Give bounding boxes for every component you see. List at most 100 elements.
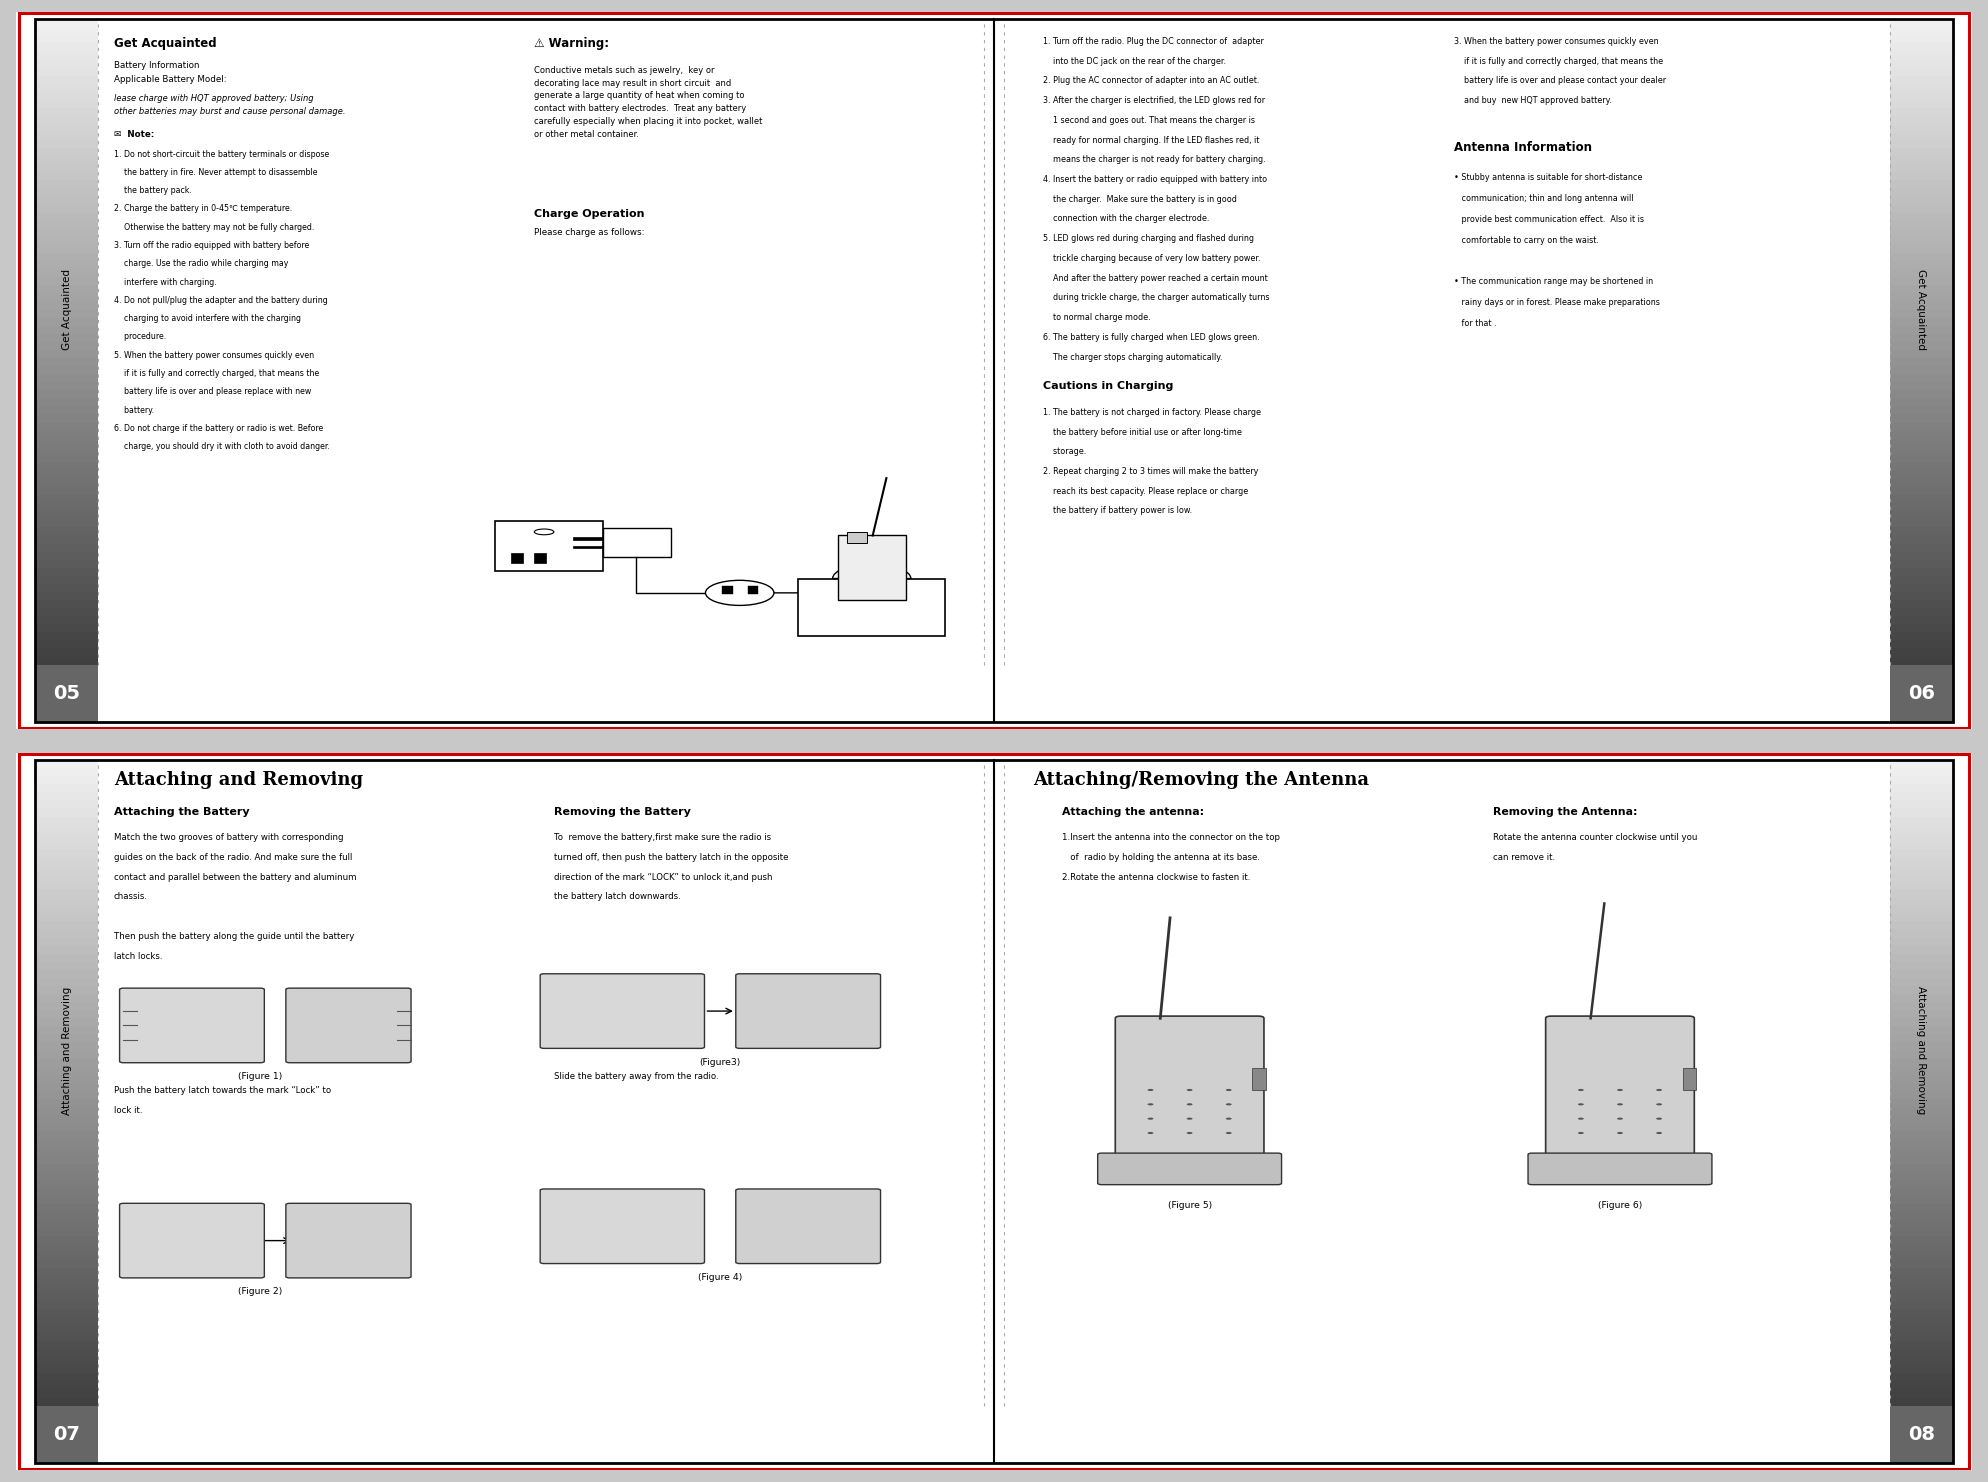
Bar [36,768,97,777]
Bar [36,253,97,261]
Bar [1891,777,1952,784]
Text: 2. Plug the AC connector of adapter into an AC outlet.: 2. Plug the AC connector of adapter into… [1044,77,1258,86]
Bar [1891,760,1952,768]
Bar [1891,1349,1952,1358]
Bar [1891,1187,1952,1196]
Bar [1891,1034,1952,1042]
Text: 3. Turn off the radio equipped with battery before: 3. Turn off the radio equipped with batt… [113,242,308,250]
Bar [1891,1276,1952,1285]
Bar [1891,43,1952,52]
Text: 08: 08 [1908,1424,1934,1443]
Bar [1891,488,1952,495]
Bar [799,578,944,636]
Bar [1891,430,1952,439]
Bar [1891,27,1952,36]
Bar [1891,1252,1952,1260]
Text: storage.: storage. [1044,448,1085,456]
Text: means the charger is not ready for battery charging.: means the charger is not ready for batte… [1044,156,1266,165]
Bar [36,824,97,833]
Text: Otherwise the battery may not be fully charged.: Otherwise the battery may not be fully c… [113,222,314,231]
Bar [36,221,97,228]
Bar [36,986,97,994]
Bar [36,430,97,439]
Bar [36,181,97,188]
Bar [1891,897,1952,906]
Bar [36,1074,97,1083]
FancyBboxPatch shape [736,1189,881,1264]
Bar [36,1332,97,1341]
Bar [1891,455,1952,462]
Bar [36,953,97,962]
Bar [1891,1374,1952,1381]
Bar [1891,608,1952,617]
Bar [1891,1147,1952,1156]
Bar [1891,1301,1952,1309]
Text: (Figure 5): (Figure 5) [1167,1200,1211,1211]
Bar [1891,511,1952,519]
Bar [36,455,97,462]
Bar [36,43,97,52]
Text: (Figure 2): (Figure 2) [239,1288,282,1297]
Bar [36,139,97,148]
Bar [1891,633,1952,640]
Bar [36,462,97,471]
Text: ⚠ Warning:: ⚠ Warning: [535,37,610,50]
Bar [36,1285,97,1292]
Bar [36,197,97,205]
Bar [1891,301,1952,310]
Bar [1891,1260,1952,1269]
Text: Attaching the Battery: Attaching the Battery [113,806,248,817]
Bar [1891,317,1952,326]
Text: the battery latch downwards.: the battery latch downwards. [555,892,680,901]
FancyBboxPatch shape [1529,1153,1712,1184]
Bar [36,969,97,978]
Bar [1891,237,1952,245]
Bar [1891,83,1952,92]
Circle shape [1656,1132,1662,1134]
Bar [36,495,97,504]
Bar [36,808,97,817]
Bar [1891,560,1952,568]
Bar [1891,132,1952,141]
Bar [1891,342,1952,350]
Bar [1891,784,1952,793]
Text: (Figure 1): (Figure 1) [239,1071,282,1080]
Text: 4. Do not pull/plug the adapter and the battery during: 4. Do not pull/plug the adapter and the … [113,296,328,305]
Bar [1891,415,1952,422]
Text: (Figure3): (Figure3) [700,1058,742,1067]
Bar [1891,657,1952,664]
Bar [36,1114,97,1123]
Bar [1891,600,1952,608]
Bar [1891,1002,1952,1011]
Bar [1891,857,1952,865]
Bar [36,1018,97,1027]
Text: battery life is over and please contact your dealer: battery life is over and please contact … [1453,77,1666,86]
Bar [1891,1074,1952,1083]
Bar [36,624,97,633]
Bar [1891,929,1952,938]
Bar [36,1243,97,1252]
Bar [36,1083,97,1091]
Bar [36,1034,97,1042]
Text: And after the battery power reached a certain mount: And after the battery power reached a ce… [1044,274,1268,283]
Bar [1891,99,1952,108]
Bar [36,849,97,857]
Bar [1891,946,1952,954]
Bar [36,172,97,181]
Bar [36,1131,97,1140]
Text: ✉  Note:: ✉ Note: [113,130,155,139]
Bar [36,817,97,824]
Text: chassis.: chassis. [113,892,147,901]
Circle shape [1616,1089,1622,1091]
Bar [36,1252,97,1260]
Bar [36,544,97,551]
FancyBboxPatch shape [286,1203,412,1277]
Bar [36,657,97,664]
Bar [36,92,97,99]
Bar [36,1147,97,1156]
Bar [1891,962,1952,969]
Bar [36,1405,97,1463]
FancyBboxPatch shape [119,1203,264,1277]
Wedge shape [833,565,911,578]
Text: The charger stops charging automatically.: The charger stops charging automatically… [1044,353,1223,362]
